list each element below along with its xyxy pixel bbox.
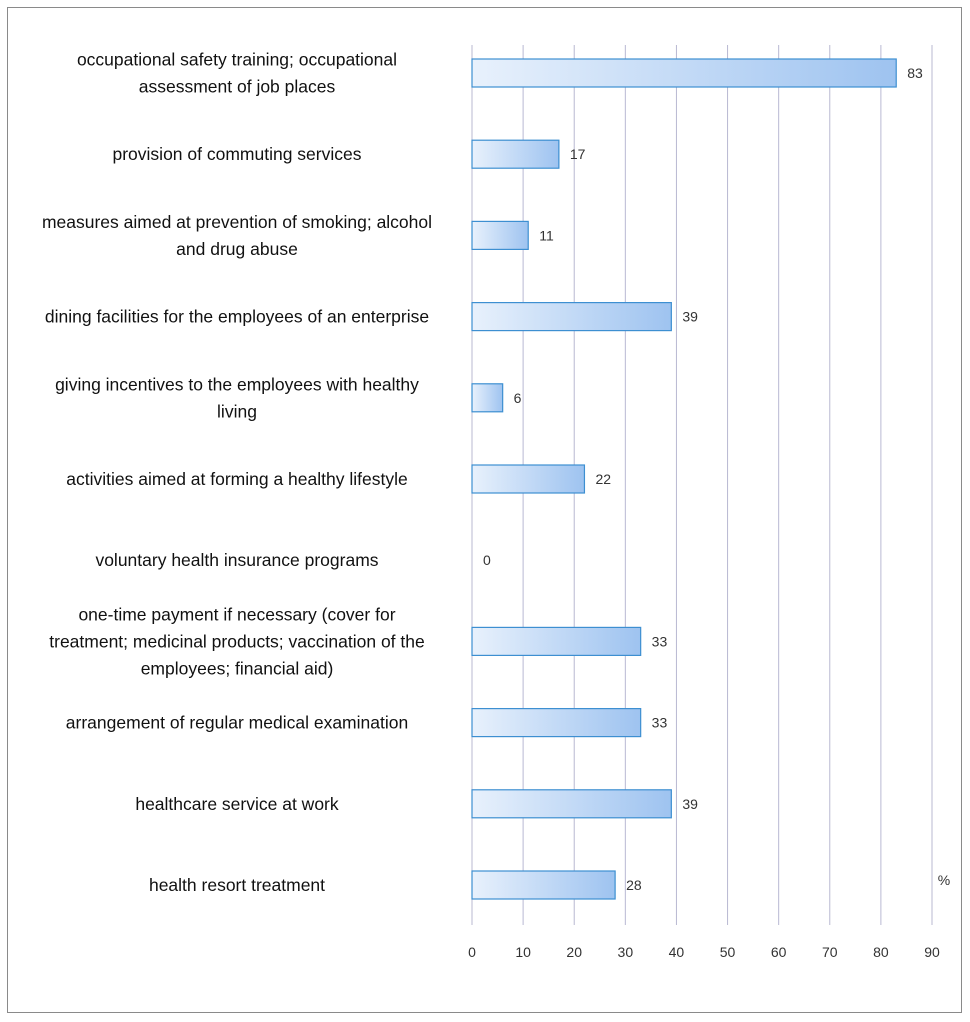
data-label: 33: [652, 715, 668, 731]
data-label: 11: [539, 227, 554, 243]
x-tick-label: 90: [924, 944, 940, 960]
data-label: 39: [682, 796, 698, 812]
category-label: arrangement of regular medical examinati…: [66, 713, 408, 733]
x-tick-label: 20: [566, 944, 582, 960]
category-label: voluntary health insurance programs: [95, 550, 378, 570]
bar: [471, 870, 616, 900]
x-tick-label: 10: [515, 944, 531, 960]
bar: [471, 383, 504, 413]
chart-frame: [7, 7, 962, 1013]
category-label: dining facilities for the employees of a…: [45, 307, 429, 327]
category-label: measures aimed at prevention of smoking;…: [42, 212, 432, 259]
category-labels: occupational safety training; occupation…: [42, 50, 432, 896]
x-tick-label: 50: [720, 944, 736, 960]
x-axis-ticks: 0 10 20 30 40 50 60 70 80 90: [468, 944, 940, 960]
gridlines: [471, 45, 933, 925]
category-label: activities aimed at forming a healthy li…: [66, 469, 407, 489]
x-axis-unit-label: %: [938, 872, 950, 888]
data-label: 22: [595, 471, 611, 487]
category-label: healthcare service at work: [135, 794, 339, 814]
bar: [471, 789, 672, 819]
bar: [471, 58, 897, 88]
bar: [471, 626, 642, 657]
x-tick-label: 70: [822, 944, 838, 960]
bar: [471, 139, 560, 169]
category-label: provision of commuting services: [113, 144, 362, 164]
bar: [471, 707, 642, 738]
category-label: one-time payment if necessary (cover for…: [49, 604, 424, 678]
bar: [471, 302, 672, 332]
category-label: occupational safety training; occupation…: [77, 50, 397, 97]
data-label: 6: [514, 390, 522, 406]
data-label: 39: [682, 309, 698, 325]
bar: [471, 464, 586, 494]
x-tick-label: 30: [618, 944, 634, 960]
x-tick-label: 40: [669, 944, 685, 960]
data-label: 28: [626, 877, 642, 893]
category-label: giving incentives to the employees with …: [55, 374, 419, 421]
category-label: health resort treatment: [149, 875, 325, 895]
x-tick-label: 80: [873, 944, 889, 960]
bars: [471, 58, 897, 900]
x-tick-label: 0: [468, 944, 476, 960]
data-label: 83: [907, 65, 923, 81]
data-label: 0: [483, 552, 491, 568]
bar: [471, 220, 529, 250]
data-label: 33: [652, 633, 668, 649]
data-label: 17: [570, 146, 586, 162]
value-labels: 83 17 11 39 6 22 0 33 33 39 28: [483, 65, 923, 893]
x-tick-label: 60: [771, 944, 787, 960]
